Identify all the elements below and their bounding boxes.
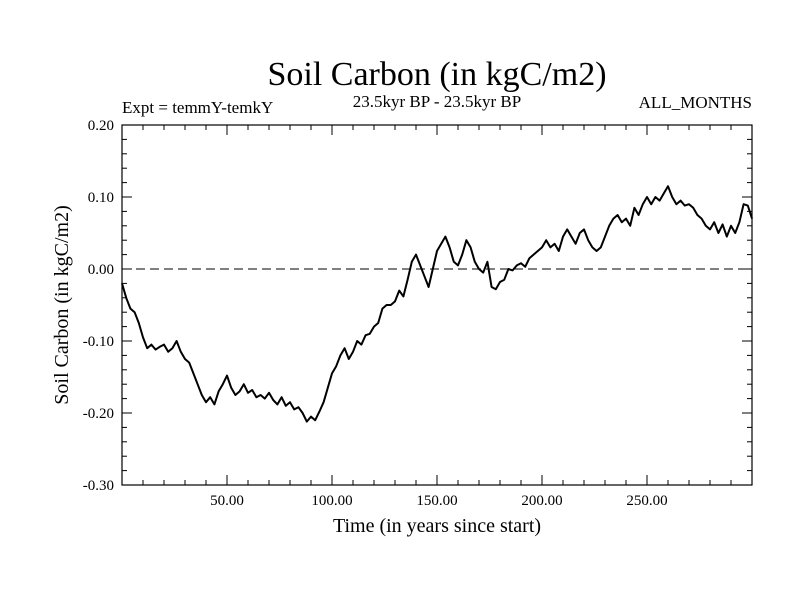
x-axis-ticks [142, 125, 732, 485]
y-axis-ticks [122, 138, 752, 472]
months-label: ALL_MONTHS [639, 93, 752, 112]
y-tick-label: -0.30 [83, 478, 114, 494]
y-tick-label: -0.20 [83, 406, 114, 422]
y-tick-labels: -0.30 -0.20 -0.10 0.00 0.10 0.20 [83, 118, 114, 494]
y-tick-label: 0.20 [88, 118, 114, 134]
y-tick-label: 0.00 [88, 262, 114, 278]
plot-frame [121, 124, 753, 486]
x-tick-label: 250.00 [626, 493, 667, 509]
plot-area [121, 124, 753, 486]
y-tick-label: 0.10 [88, 190, 114, 206]
x-axis-label: Time (in years since start) [333, 515, 541, 537]
x-tick-label: 150.00 [416, 493, 457, 509]
x-tick-labels: 50.00 100.00 150.00 200.00 250.00 [210, 493, 668, 509]
x-tick-label: 100.00 [311, 493, 352, 509]
chart-title: Soil Carbon (in kgC/m2) [267, 56, 606, 93]
experiment-label: Expt = temmY-temkY [122, 98, 273, 117]
y-tick-label: -0.10 [83, 334, 114, 350]
x-tick-label: 200.00 [521, 493, 562, 509]
x-tick-label: 50.00 [210, 493, 244, 509]
period-label: 23.5kyr BP - 23.5kyr BP [353, 92, 521, 111]
y-axis-label: Soil Carbon (in kgC/m2) [51, 205, 73, 404]
series-line [121, 185, 753, 423]
